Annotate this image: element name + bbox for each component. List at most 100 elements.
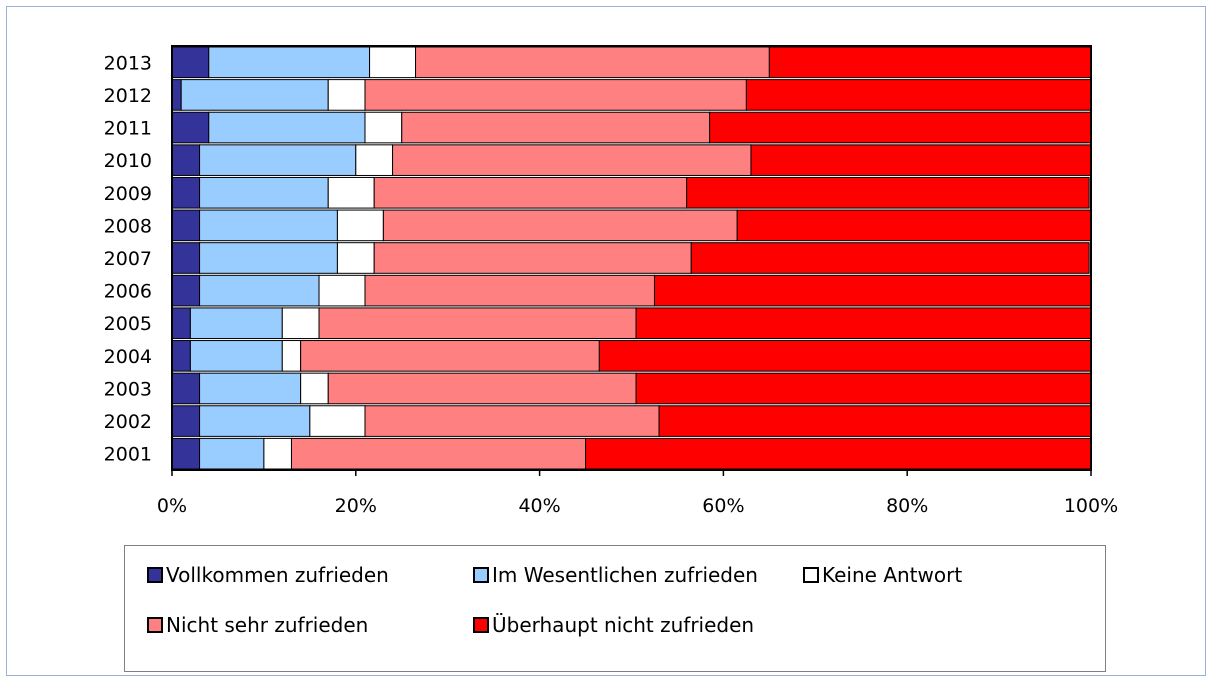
bar-segment-2009-1 [171, 176, 201, 209]
bar-segment-2002-3 [309, 405, 366, 437]
chart-legend: Vollkommen zufrieden Im Wesentlichen zufr… [124, 545, 1106, 672]
bar-segment-2013-2 [208, 46, 371, 79]
bar-segment-2005-5 [635, 307, 1092, 340]
legend-item: Keine Antwort [803, 563, 962, 587]
bar-segment-2013-4 [415, 46, 770, 79]
bar-segment-2012-4 [364, 79, 747, 111]
x-tick-label: 40% [518, 495, 560, 517]
x-tick-label: 20% [335, 495, 377, 517]
y-tick-label: 2004 [104, 346, 152, 368]
y-tick-label: 2010 [104, 150, 152, 172]
bar-segment-2009-5 [686, 176, 1090, 209]
bar-segment-2012-1 [171, 79, 182, 111]
legend-label: Nicht sehr zufrieden [166, 613, 369, 637]
bar-segment-2012-5 [745, 79, 1092, 111]
bar-segment-2006-5 [653, 274, 1092, 307]
bar-segment-2011-1 [171, 111, 210, 144]
bar-segment-2003-5 [635, 372, 1092, 405]
bar-segment-2003-4 [327, 372, 637, 405]
bar-segment-2005-3 [281, 307, 320, 340]
bar-segment-2001-2 [199, 437, 265, 470]
legend-item: Vollkommen zufrieden [147, 563, 389, 587]
legend-swatch [803, 567, 819, 583]
legend-label: Überhaupt nicht zufrieden [492, 613, 755, 637]
legend-swatch [473, 567, 489, 583]
bar-segment-2001-1 [171, 437, 201, 470]
bar-segment-2008-4 [382, 209, 738, 242]
bar-segment-2003-2 [199, 372, 302, 405]
legend-swatch [147, 617, 163, 633]
bar-segment-2002-2 [199, 405, 311, 437]
bar-segment-2013-1 [171, 46, 210, 79]
bar-segment-2007-5 [690, 242, 1090, 274]
bar-segment-2011-3 [364, 111, 403, 144]
bar-segment-2007-4 [373, 242, 692, 274]
bar-segment-2007-3 [336, 242, 375, 274]
bar-segment-2004-1 [171, 340, 191, 372]
bar-segment-2007-1 [171, 242, 201, 274]
legend-item: Nicht sehr zufrieden [147, 613, 368, 637]
bar-segment-2009-2 [199, 176, 329, 209]
x-tick-label: 80% [886, 495, 928, 517]
y-tick-label: 2002 [104, 411, 152, 433]
x-tick-label: 60% [702, 495, 744, 517]
bar-segment-2005-1 [171, 307, 191, 340]
bar-segment-2008-3 [336, 209, 384, 242]
y-tick-label: 2007 [104, 248, 152, 270]
legend-label: Keine Antwort [822, 563, 963, 587]
bar-segment-2005-4 [318, 307, 637, 340]
bar-segment-2003-1 [171, 372, 201, 405]
bar-segment-2010-5 [750, 144, 1092, 176]
bar-segment-2011-5 [709, 111, 1092, 144]
legend-swatch [147, 567, 163, 583]
bar-segment-2009-3 [327, 176, 375, 209]
bar-segment-2006-1 [171, 274, 201, 307]
bar-segment-2010-2 [199, 144, 357, 176]
bar-segment-2012-2 [180, 79, 329, 111]
y-tick-label: 2012 [104, 85, 152, 107]
bar-segment-2001-3 [263, 437, 292, 470]
legend-label: Im Wesentlichen zufrieden [492, 563, 758, 587]
y-tick-label: 2003 [104, 378, 152, 400]
bar-segment-2013-3 [369, 46, 417, 79]
bar-segment-2011-2 [208, 111, 366, 144]
bar-segment-2009-4 [373, 176, 688, 209]
bar-segment-2012-3 [327, 79, 366, 111]
y-tick-label: 2013 [104, 52, 152, 74]
bar-segment-2002-1 [171, 405, 201, 437]
bar-segment-2008-5 [736, 209, 1092, 242]
bar-segment-2008-2 [199, 209, 338, 242]
bar-segment-2006-3 [318, 274, 366, 307]
bar-segment-2004-2 [189, 340, 283, 372]
legend-item: Überhaupt nicht zufrieden [473, 613, 754, 637]
bar-segment-2007-2 [199, 242, 338, 274]
bar-segment-2006-2 [199, 274, 320, 307]
bar-segment-2001-5 [585, 437, 1092, 470]
legend-swatch [473, 617, 489, 633]
bar-segment-2002-4 [364, 405, 660, 437]
bar-segment-2002-5 [658, 405, 1092, 437]
bar-segment-2005-2 [189, 307, 283, 340]
y-tick-label: 2009 [104, 183, 152, 205]
bar-segment-2004-5 [598, 340, 1092, 372]
bar-segment-2008-1 [171, 209, 201, 242]
legend-label: Vollkommen zufrieden [166, 563, 389, 587]
bar-segment-2010-4 [392, 144, 752, 176]
y-tick-label: 2008 [104, 215, 152, 237]
x-tick-label: 100% [1064, 495, 1118, 517]
chart-plot: 2013 2012 2011 2010 2009 2008 2007 2006 2005 2004… [104, 45, 1118, 517]
bar-segment-2003-3 [300, 372, 329, 405]
y-tick-label: 2011 [104, 118, 152, 140]
bar-segment-2010-3 [355, 144, 394, 176]
bar-segment-2013-5 [768, 46, 1092, 79]
plot-area-border [171, 45, 1092, 471]
bar-segment-2011-4 [401, 111, 711, 144]
bar-segment-2010-1 [171, 144, 201, 176]
x-tick-label: 0% [157, 495, 187, 517]
y-tick-label: 2001 [104, 444, 152, 466]
legend-item: Im Wesentlichen zufrieden [473, 563, 758, 587]
y-tick-label: 2005 [104, 313, 152, 335]
y-tick-label: 2006 [104, 281, 152, 303]
bar-segment-2001-4 [290, 437, 587, 470]
bar-segment-2006-4 [364, 274, 655, 307]
